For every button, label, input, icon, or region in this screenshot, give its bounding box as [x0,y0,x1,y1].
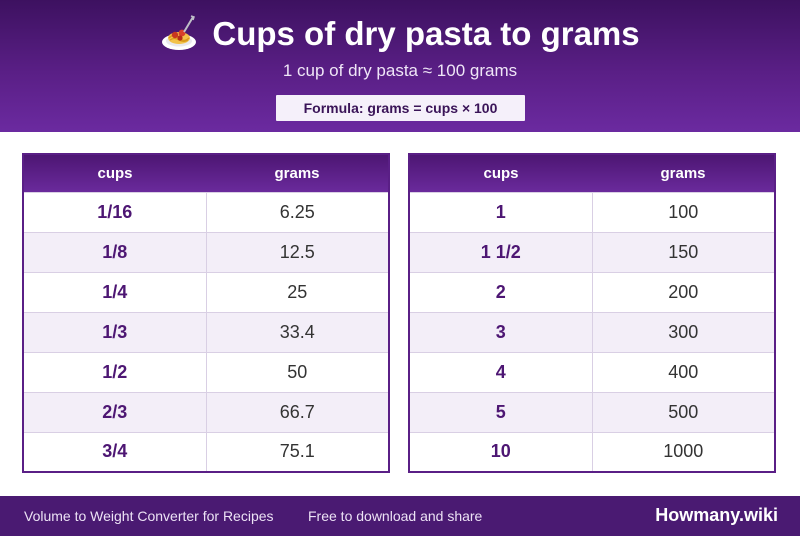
column-header-grams: grams [206,154,389,192]
table-row: 10 1000 [409,431,775,472]
column-header-grams: grams [592,154,775,192]
grams-cell: 25 [206,271,389,312]
footer-bar: Volume to Weight Converter for Recipes F… [0,496,800,536]
grams-cell: 1000 [592,431,775,472]
page-title: Cups of dry pasta to grams [212,15,640,52]
table-row: 2 200 [409,271,775,312]
pasta-plate-icon [160,14,200,54]
column-header-cups: cups [409,154,592,192]
cups-cell: 1/4 [23,271,207,312]
footer-converter-text: Volume to Weight Converter for Recipes [24,508,274,524]
table-row: 1 100 [409,191,775,232]
table-header-row: cups grams [409,154,775,192]
cups-cell: 3/4 [23,431,207,472]
cups-cell: 1 [409,191,593,232]
grams-cell: 12.5 [206,231,389,272]
table-row: 1/8 12.5 [23,231,389,272]
cups-cell: 1/2 [23,351,207,392]
page-subtitle: 1 cup of dry pasta ≈ 100 grams [282,61,518,80]
grams-cell: 100 [592,191,775,232]
table-row: 3 300 [409,311,775,352]
cups-cell: 10 [409,431,593,472]
cups-cell: 4 [409,351,593,392]
grams-cell: 500 [592,391,775,432]
cups-cell: 1/3 [23,311,207,352]
grams-cell: 300 [592,311,775,352]
table-row: 1/16 6.25 [23,191,389,232]
table-row: 1 1/2 150 [409,231,775,272]
column-header-cups: cups [23,154,206,192]
right-conversion-table: cups grams 1 100 1 1/2 150 2 200 3 300 4… [408,153,776,473]
table-row: 1/2 50 [23,351,389,392]
table-row: 3/4 75.1 [23,431,389,472]
grams-cell: 50 [206,351,389,392]
grams-cell: 400 [592,351,775,392]
formula-box: Formula: grams = cups × 100 [276,95,525,121]
cups-cell: 3 [409,311,593,352]
grams-cell: 200 [592,271,775,312]
table-row: 2/3 66.7 [23,391,389,432]
table-row: 4 400 [409,351,775,392]
left-conversion-table: cups grams 1/16 6.25 1/8 12.5 1/4 25 1/3… [22,153,390,473]
table-row: 1/4 25 [23,271,389,312]
footer-share-text: Free to download and share [308,508,483,524]
grams-cell: 150 [592,231,775,272]
cups-cell: 1/8 [23,231,207,272]
grams-cell: 33.4 [206,311,389,352]
cups-cell: 1/16 [23,191,207,232]
table-row: 1/3 33.4 [23,311,389,352]
grams-cell: 6.25 [206,191,389,232]
brand-logo-text[interactable]: Howmany.wiki [655,505,778,525]
grams-cell: 66.7 [206,391,389,432]
table-header-row: cups grams [23,154,389,192]
table-row: 5 500 [409,391,775,432]
cups-cell: 2/3 [23,391,207,432]
title-row: Cups of dry pasta to grams [0,12,800,56]
cups-cell: 1 1/2 [409,231,593,272]
header-banner: Cups of dry pasta to grams 1 cup of dry … [0,0,800,132]
cups-cell: 2 [409,271,593,312]
grams-cell: 75.1 [206,431,389,472]
cups-cell: 5 [409,391,593,432]
